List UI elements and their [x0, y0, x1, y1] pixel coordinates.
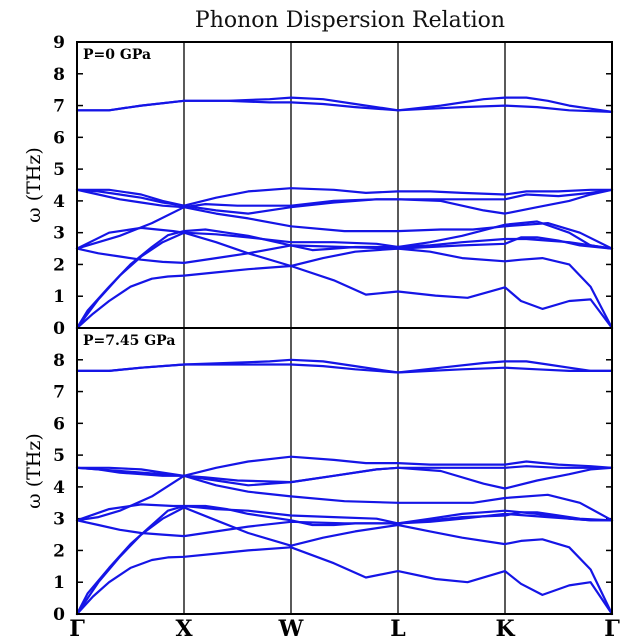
y-tick-label: 8 [53, 351, 65, 371]
y-tick-label: 1 [53, 573, 65, 593]
y-tick-label: 6 [53, 414, 65, 434]
y-tick-label: 4 [53, 478, 65, 498]
y-axis-label: ω (THz) [23, 147, 45, 223]
x-tick-label: Γ [604, 616, 620, 638]
phonon-band-3 [75, 228, 614, 330]
phonon-band-6 [75, 474, 614, 522]
x-tick-label: Γ [69, 616, 85, 638]
y-tick-label: 3 [53, 224, 65, 244]
y-tick-label: 1 [53, 287, 65, 307]
phonon-band-8 [75, 188, 614, 209]
pressure-label: P=0 GPa [83, 47, 151, 63]
panel-top: 0 1 2 3 4 5 6 7 8 9 ω (THz) P=0 GPa [23, 33, 614, 339]
y-tick-label: 7 [53, 97, 65, 117]
y-tick-label: 0 [53, 319, 65, 339]
y-tick-label: 5 [53, 446, 65, 466]
y-tick-label: 7 [53, 383, 65, 403]
phonon-band-7 [75, 188, 614, 215]
x-tick-label: L [390, 616, 405, 638]
y-tick-label: 9 [53, 33, 65, 53]
y-tick-label: 3 [53, 510, 65, 530]
phonon-band-4 [75, 511, 614, 538]
phonon-band-1 [75, 264, 614, 330]
panel-frame [76, 327, 613, 615]
phonon-band-4 [75, 236, 614, 264]
x-tick-label: W [278, 616, 304, 638]
phonon-band-9 [75, 455, 614, 477]
phonon-band-9 [75, 187, 614, 207]
y-tick-label: 4 [53, 192, 65, 212]
y-axis-label: ω (THz) [23, 433, 45, 509]
phonon-band-6 [75, 206, 614, 250]
y-tick-label: 2 [53, 255, 65, 275]
phonon-band-11 [75, 96, 614, 113]
y-tick-label: 8 [53, 65, 65, 85]
phonon-band-3 [75, 504, 614, 616]
pressure-label: P=7.45 GPa [83, 333, 175, 349]
phonon-band-5 [75, 503, 614, 525]
y-tick-label: 2 [53, 541, 65, 561]
panel-bottom: 0 1 2 3 4 5 6 7 8 ω (THz) P=7.45 GPa [23, 327, 614, 625]
y-tick-label: 6 [53, 128, 65, 148]
phonon-band-8 [75, 465, 614, 484]
x-tick-label: K [495, 616, 515, 638]
y-tick-label: 5 [53, 160, 65, 180]
phonon-band-11 [75, 358, 614, 374]
y-tick-label: 0 [53, 605, 65, 625]
x-tick-label: X [175, 616, 193, 638]
phonon-band-1 [75, 546, 614, 616]
chart-title: Phonon Dispersion Relation [195, 8, 505, 33]
